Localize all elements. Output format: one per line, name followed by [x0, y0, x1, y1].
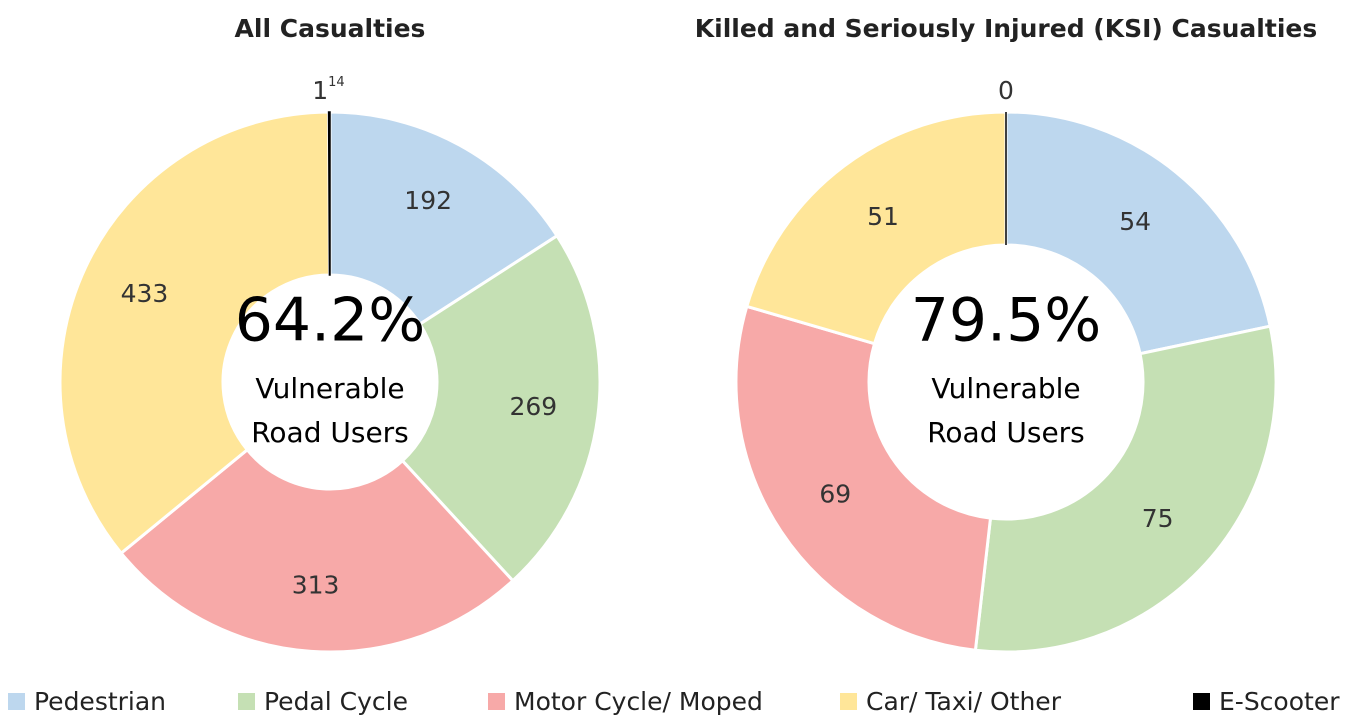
legend-label: E-Scooter [1219, 687, 1340, 716]
donut-segment [119, 447, 515, 654]
legend-swatch [840, 693, 857, 710]
donut-segment [734, 304, 993, 652]
center-label: Road Users [927, 416, 1085, 449]
legend-swatch [238, 693, 255, 710]
donut-segment [1004, 110, 1272, 356]
center-label: Vulnerable [255, 372, 404, 405]
chart-title: Killed and Seriously Injured (KSI) Casua… [695, 14, 1317, 43]
data-label: 51 [867, 202, 899, 231]
data-label: 192 [404, 186, 452, 215]
data-label: 69 [819, 479, 851, 508]
legend-label: Car/ Taxi/ Other [866, 687, 1062, 716]
data-label-value: 313 [292, 570, 340, 599]
center-value: 64.2% [235, 286, 426, 356]
data-label: 0 [998, 76, 1014, 105]
data-label-value: 1 [312, 76, 328, 105]
data-label: 75 [1142, 504, 1174, 533]
chart-title: All Casualties [235, 14, 426, 43]
center-label: Road Users [251, 416, 409, 449]
data-label-value: 69 [819, 479, 851, 508]
data-label: 54 [1119, 207, 1151, 236]
donut-segment [400, 233, 602, 583]
data-label-value: 0 [998, 76, 1014, 105]
legend-label: Pedal Cycle [264, 687, 408, 716]
legend-label: Motor Cycle/ Moped [514, 687, 763, 716]
center-value: 79.5% [911, 286, 1102, 356]
data-label-value: 51 [867, 202, 899, 231]
data-label-value: 433 [121, 279, 169, 308]
legend-swatch [488, 693, 505, 710]
data-label-value: 54 [1119, 207, 1151, 236]
legend-swatch [1193, 693, 1210, 710]
center-label: Vulnerable [931, 372, 1080, 405]
donut-segment [58, 110, 331, 556]
data-label: 269 [509, 392, 557, 421]
donut-segment [327, 111, 331, 276]
footnote-marker: 14 [328, 75, 345, 90]
data-label-value: 75 [1142, 504, 1174, 533]
data-label: 433 [121, 279, 169, 308]
data-label: 313 [292, 570, 340, 599]
data-label-value: 269 [509, 392, 557, 421]
data-label: 114 [312, 75, 344, 106]
legend-label: Pedestrian [34, 687, 166, 716]
data-label-value: 192 [404, 186, 452, 215]
legend-swatch [8, 693, 25, 710]
donut-segment [973, 324, 1278, 654]
donut-segment [744, 110, 1008, 346]
